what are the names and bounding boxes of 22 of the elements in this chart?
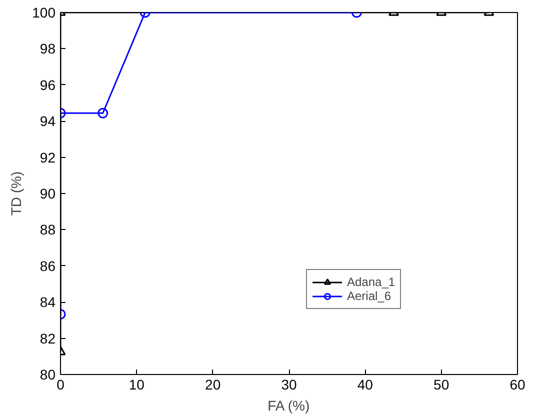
- legend-label: Aerial_6: [347, 289, 392, 303]
- x-tick-label: 60: [510, 376, 526, 392]
- legend-label: Adana_1: [347, 275, 396, 289]
- y-tick-label: 96: [40, 76, 56, 93]
- y-tick-label: 84: [40, 294, 56, 310]
- x-tick-label: 0: [56, 376, 65, 392]
- y-axis-title: TD (%): [8, 171, 24, 216]
- y-tick-label: 88: [40, 222, 56, 238]
- x-tick-label: 30: [281, 376, 297, 392]
- y-tick-label: 98: [40, 40, 56, 57]
- x-tick-label: 10: [128, 376, 145, 392]
- y-tick-label: 90: [40, 186, 56, 202]
- y-tick-label: 94: [40, 113, 56, 130]
- y-tick-label: 92: [40, 149, 56, 166]
- x-tick-label: 20: [205, 376, 221, 392]
- x-tick-label: 50: [434, 376, 450, 392]
- y-tick-label: 86: [40, 258, 56, 274]
- x-tick-label: 40: [357, 376, 374, 392]
- x-axis-title: FA (%): [268, 398, 310, 414]
- y-tick-label: 82: [40, 330, 56, 346]
- y-tick-label: 80: [40, 366, 56, 382]
- y-tick-label: 100: [32, 4, 56, 20]
